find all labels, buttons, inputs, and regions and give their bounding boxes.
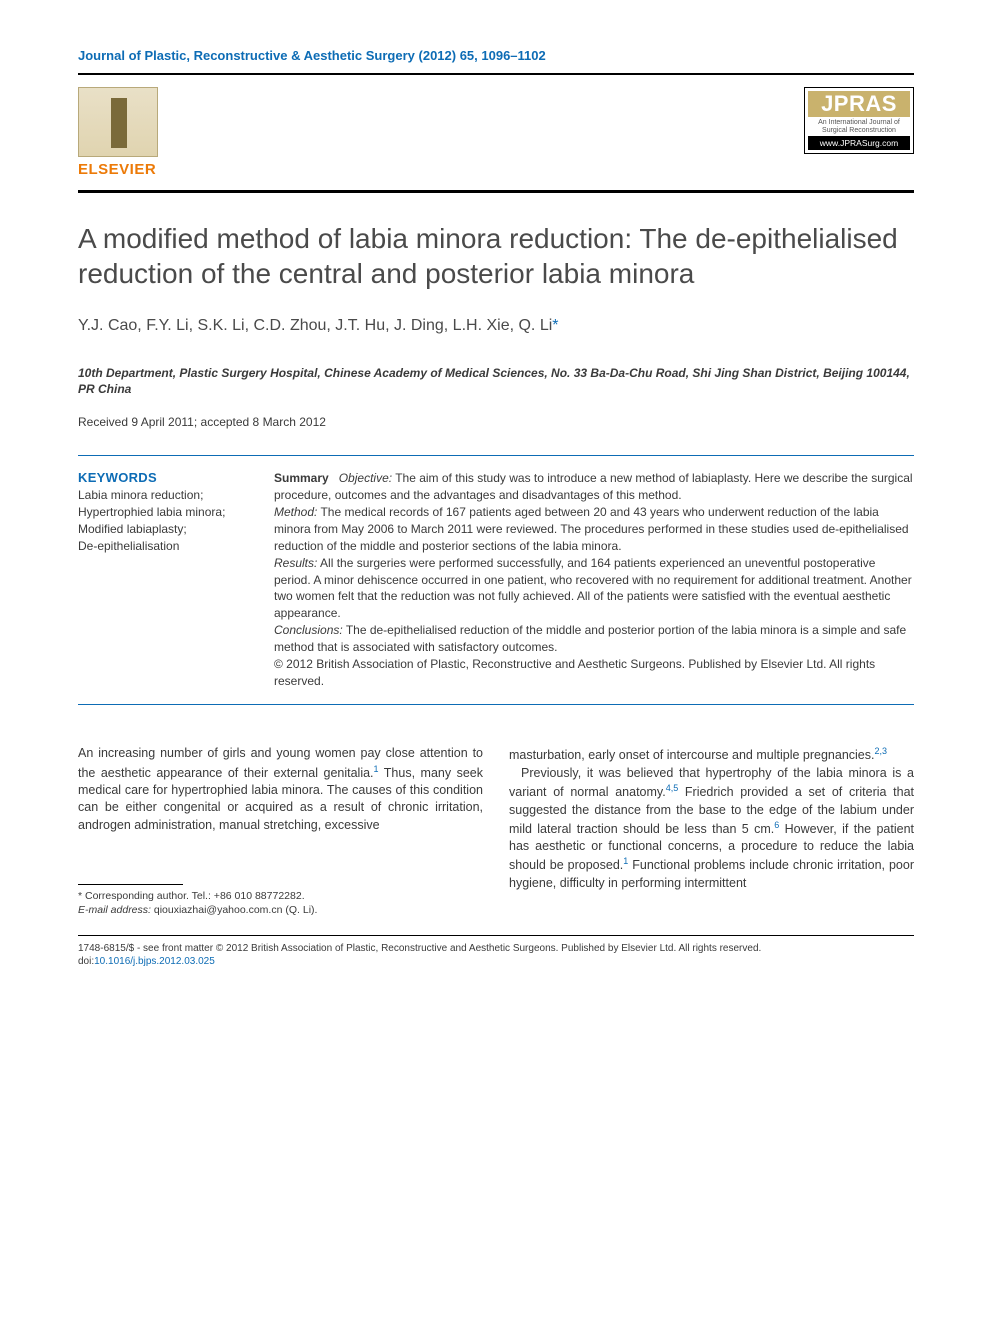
method-text: The medical records of 167 patients aged… (274, 505, 909, 552)
jpras-url: www.JPRASurg.com (808, 136, 910, 150)
affiliation: 10th Department, Plastic Surgery Hospita… (78, 365, 914, 397)
body-column-right: masturbation, early onset of intercourse… (509, 745, 914, 917)
elsevier-tree-icon (78, 87, 158, 157)
abstract-copyright: © 2012 British Association of Plastic, R… (274, 656, 914, 689)
body-para-1: An increasing number of girls and young … (78, 745, 483, 833)
footnote-rule (78, 884, 183, 885)
doi-label: doi: (78, 956, 94, 967)
corr-line-2: E-mail address: qiouxiazhai@yahoo.com.cn… (78, 903, 483, 917)
abstract-column: Summary Objective: The aim of this study… (274, 470, 914, 690)
body-para-2: masturbation, early onset of intercourse… (509, 745, 914, 764)
author-list: Y.J. Cao, F.Y. Li, S.K. Li, C.D. Zhou, J… (78, 317, 914, 335)
email-label: E-mail address: (78, 904, 151, 916)
keywords-column: KEYWORDS Labia minora reduction; Hypertr… (78, 470, 250, 690)
rule-mid (78, 190, 914, 193)
method-label: Method: (274, 505, 317, 519)
email-attribution: (Q. Li). (285, 904, 317, 916)
objective-label: Objective: (339, 471, 392, 485)
jpras-logo[interactable]: JPRAS An International Journal of Surgic… (804, 87, 914, 154)
keywords-list: Labia minora reduction; Hypertrophied la… (78, 487, 250, 554)
doi-link[interactable]: 10.1016/j.bjps.2012.03.025 (94, 956, 215, 967)
email-address[interactable]: qiouxiazhai@yahoo.com.cn (151, 904, 285, 916)
body-para-3: Previously, it was believed that hypertr… (509, 765, 914, 892)
keywords-heading: KEYWORDS (78, 470, 250, 485)
article-dates: Received 9 April 2011; accepted 8 March … (78, 415, 914, 429)
corresponding-author-note: * Corresponding author. Tel.: +86 010 88… (78, 889, 483, 917)
corr-line-1: * Corresponding author. Tel.: +86 010 88… (78, 889, 483, 903)
footer-text: 1748-6815/$ - see front matter © 2012 Br… (78, 942, 914, 968)
body-column-left: An increasing number of girls and young … (78, 745, 483, 917)
header-logos: ELSEVIER JPRAS An International Journal … (78, 87, 914, 178)
article-title: A modified method of labia minora reduct… (78, 221, 914, 291)
body-columns: An increasing number of girls and young … (78, 745, 914, 917)
jpras-acronym: JPRAS (808, 91, 910, 117)
results-label: Results: (274, 556, 317, 570)
footer-copyright: 1748-6815/$ - see front matter © 2012 Br… (78, 942, 914, 955)
abstract-box: KEYWORDS Labia minora reduction; Hypertr… (78, 455, 914, 705)
corresponding-marker: * (552, 317, 558, 334)
body-text: masturbation, early onset of intercourse… (509, 749, 874, 763)
elsevier-logo[interactable]: ELSEVIER (78, 87, 168, 178)
citation-ref-45[interactable]: 4,5 (666, 783, 679, 793)
footer-rule (78, 935, 914, 936)
conclusions-label: Conclusions: (274, 623, 343, 637)
elsevier-wordmark: ELSEVIER (78, 161, 168, 178)
results-text: All the surgeries were performed success… (274, 556, 912, 620)
author-names: Y.J. Cao, F.Y. Li, S.K. Li, C.D. Zhou, J… (78, 317, 552, 334)
jpras-subtitle: An International Journal of Surgical Rec… (808, 119, 910, 134)
footer-doi: doi:10.1016/j.bjps.2012.03.025 (78, 955, 914, 968)
journal-citation: Journal of Plastic, Reconstructive & Aes… (78, 48, 914, 63)
summary-label: Summary (274, 471, 329, 485)
citation-ref-23[interactable]: 2,3 (874, 746, 887, 756)
rule-top (78, 73, 914, 75)
conclusions-text: The de-epithelialised reduction of the m… (274, 623, 906, 654)
